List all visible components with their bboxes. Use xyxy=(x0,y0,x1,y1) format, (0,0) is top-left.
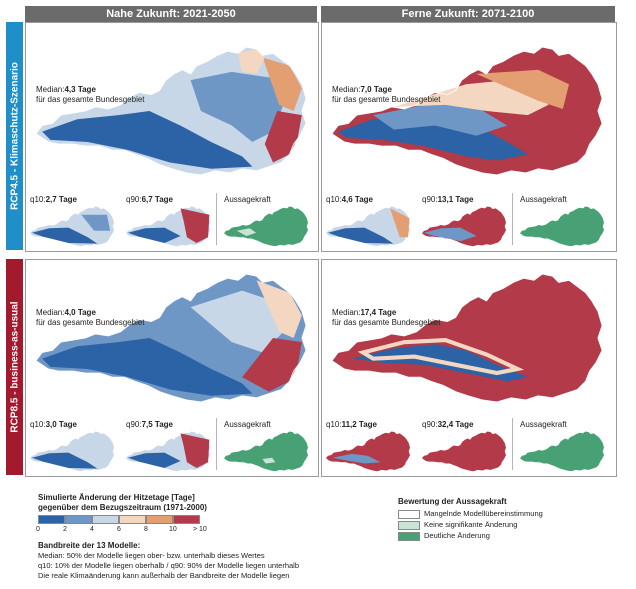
aussagekraft-label: Aussagekraft xyxy=(224,420,271,429)
divider xyxy=(216,193,217,245)
swatch-low-agreement xyxy=(398,510,420,519)
agreement-label: Deutliche Änderung xyxy=(424,531,490,540)
panel-rcp85-far: Median:17,4 Tage für das gesamte Bundesg… xyxy=(321,259,617,477)
median-value: 4,3 Tage xyxy=(64,85,96,94)
map-aussagekraft xyxy=(224,206,308,247)
q90-label: q90:6,7 Tage xyxy=(126,195,173,204)
divider xyxy=(512,418,513,470)
panel-rcp45-near: Median:4,3 Tage für das gesamte Bundesge… xyxy=(25,22,319,252)
map-q90 xyxy=(126,206,210,247)
median-sub: für das gesamte Bundesgebiet xyxy=(332,95,441,104)
aussagekraft-label: Aussagekraft xyxy=(520,420,567,429)
range-title: Bandbreite der 13 Modelle: xyxy=(38,541,141,550)
map-q10 xyxy=(326,431,410,472)
map-aussagekraft xyxy=(520,431,604,472)
q10-label: q10:11,2 Tage xyxy=(326,420,378,429)
tick-label: 10 xyxy=(169,526,177,533)
swatch-8-10 xyxy=(146,515,173,524)
range-line: Die reale Klimaänderung kann außerhalb d… xyxy=(38,571,290,580)
q90-label: q90:7,5 Tage xyxy=(126,420,173,429)
map-main xyxy=(332,46,602,176)
map-q90 xyxy=(422,206,506,247)
agreement-label: Keine signifikante Änderung xyxy=(424,520,518,529)
q90-label: q90:32,4 Tage xyxy=(422,420,474,429)
row-label-rcp85: RCP8.5 - business-as-usual xyxy=(9,301,20,433)
map-q90 xyxy=(126,431,210,472)
map-aussagekraft xyxy=(520,206,604,247)
swatch-4-6 xyxy=(92,515,119,524)
map-main xyxy=(36,46,306,176)
aussagekraft-label: Aussagekraft xyxy=(224,195,271,204)
tick-label: 2 xyxy=(63,526,67,533)
median-sub: für das gesamte Bundesgebiet xyxy=(36,318,145,327)
swatch-0-2 xyxy=(38,515,65,524)
agreement-title: Bewertung der Aussagekraft xyxy=(398,497,507,506)
tick-label: 8 xyxy=(144,526,148,533)
range-line: q10: 10% der Modelle liegen oberhalb / q… xyxy=(38,561,300,570)
column-header-far-future: Ferne Zukunft: 2071-2100 xyxy=(321,6,615,22)
swatch-clear-change xyxy=(398,532,420,541)
swatch-2-4 xyxy=(65,515,92,524)
median-value: 4,0 Tage xyxy=(64,308,96,317)
median-sub: für das gesamte Bundesgebiet xyxy=(332,318,441,327)
median-label: Median: xyxy=(332,85,361,94)
row-band-rcp85: RCP8.5 - business-as-usual xyxy=(6,259,23,475)
range-line: Median: 50% der Modelle liegen ober- bzw… xyxy=(38,551,265,560)
q90-label: q90:13,1 Tage xyxy=(422,195,474,204)
row-label-rcp45: RCP4.5 - Klimaschutz-Szenario xyxy=(9,62,20,210)
legend-title: Simulierte Änderung der Hitzetage [Tage]… xyxy=(38,493,207,512)
median-text: Median:17,4 Tage für das gesamte Bundesg… xyxy=(332,308,441,328)
divider xyxy=(512,193,513,245)
swatch-no-significant xyxy=(398,521,420,530)
map-q10 xyxy=(30,206,114,247)
swatch-6-8 xyxy=(119,515,146,524)
median-label: Median: xyxy=(332,308,361,317)
map-aussagekraft xyxy=(224,431,308,472)
tick-label: 6 xyxy=(117,526,121,533)
median-label: Median: xyxy=(36,308,65,317)
map-main xyxy=(332,273,602,403)
swatch-gt10 xyxy=(173,515,200,524)
map-main xyxy=(36,273,306,403)
median-value: 7,0 Tage xyxy=(360,85,392,94)
tick-label: > 10 xyxy=(193,526,207,533)
panel-rcp85-near: Median:4,0 Tage für das gesamte Bundesge… xyxy=(25,259,319,477)
tick-label: 4 xyxy=(90,526,94,533)
map-q10 xyxy=(30,431,114,472)
panel-rcp45-far: Median:7,0 Tage für das gesamte Bundesge… xyxy=(321,22,617,252)
divider xyxy=(216,418,217,470)
agreement-label: Mangelnde Modellübereinstimmung xyxy=(424,509,543,518)
q10-label: q10:2,7 Tage xyxy=(30,195,77,204)
median-value: 17,4 Tage xyxy=(360,308,397,317)
median-label: Median: xyxy=(36,85,65,94)
aussagekraft-label: Aussagekraft xyxy=(520,195,567,204)
median-text: Median:4,0 Tage für das gesamte Bundesge… xyxy=(36,308,145,328)
row-band-rcp45: RCP4.5 - Klimaschutz-Szenario xyxy=(6,22,23,250)
tick-label: 0 xyxy=(36,526,40,533)
median-text: Median:7,0 Tage für das gesamte Bundesge… xyxy=(332,85,441,105)
column-header-near-future: Nahe Zukunft: 2021-2050 xyxy=(25,6,317,22)
map-q10 xyxy=(326,206,410,247)
median-text: Median:4,3 Tage für das gesamte Bundesge… xyxy=(36,85,145,105)
q10-label: q10:4,6 Tage xyxy=(326,195,373,204)
map-q90 xyxy=(422,431,506,472)
median-sub: für das gesamte Bundesgebiet xyxy=(36,95,145,104)
q10-label: q10:3,0 Tage xyxy=(30,420,77,429)
